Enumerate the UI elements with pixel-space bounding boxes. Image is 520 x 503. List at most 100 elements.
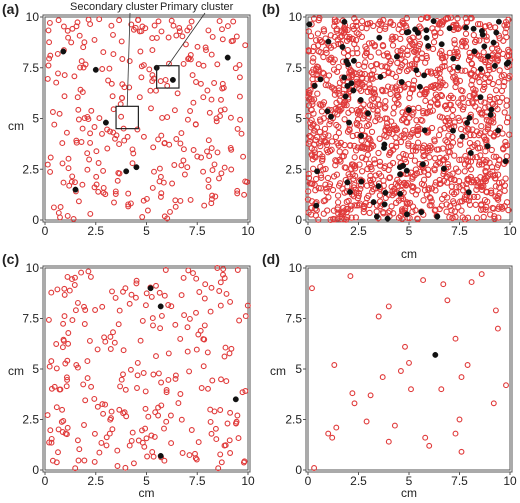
data-point-open — [87, 210, 94, 217]
data-point-open — [349, 132, 356, 140]
data-point-open — [308, 204, 315, 212]
data-point-open — [129, 429, 136, 436]
data-point-open — [227, 144, 234, 151]
data-point-open — [406, 359, 412, 366]
data-point-open — [426, 108, 434, 115]
data-point-open — [120, 347, 127, 354]
data-point-open — [414, 187, 421, 194]
data-point-open — [85, 16, 92, 23]
x-tick-label: 10 — [503, 224, 517, 238]
data-point-open — [61, 72, 68, 79]
data-point-open — [190, 270, 196, 277]
data-point-open — [478, 123, 485, 130]
data-point-open — [61, 313, 68, 320]
data-point-filled — [495, 127, 502, 134]
data-point-open — [461, 196, 468, 203]
data-point-open — [449, 106, 457, 114]
data-point-open — [389, 33, 396, 40]
data-point-filled — [413, 67, 420, 74]
data-point-open — [404, 119, 411, 126]
data-point-open — [376, 192, 384, 199]
data-point-open — [490, 132, 498, 139]
data-point-open — [137, 337, 144, 344]
data-point-open — [494, 196, 502, 203]
data-point-open — [477, 152, 484, 159]
data-point-open — [472, 73, 479, 80]
data-point-open — [353, 107, 361, 114]
data-point-open — [65, 340, 72, 347]
data-point-open — [465, 57, 473, 64]
data-point-open — [360, 208, 367, 216]
x-tick-label: 10 — [241, 474, 255, 488]
data-point-open — [505, 46, 512, 54]
data-point-open — [414, 215, 421, 222]
data-point-open — [444, 115, 451, 122]
data-point-open — [334, 199, 342, 206]
data-point-open — [336, 107, 344, 114]
data-point-open — [405, 142, 412, 149]
data-point-open — [305, 170, 312, 178]
data-point-open — [420, 152, 427, 160]
data-point-open — [370, 142, 377, 150]
data-point-open — [176, 28, 183, 35]
data-point-open — [157, 193, 164, 200]
data-point-open — [201, 295, 208, 302]
data-point-open — [329, 434, 336, 441]
data-point-open — [193, 309, 199, 316]
data-point-open — [107, 346, 114, 352]
data-point-filled — [328, 113, 334, 120]
data-point-open — [453, 24, 460, 32]
data-point-open — [361, 63, 368, 70]
data-point-open — [308, 180, 315, 187]
data-point-open — [431, 29, 438, 36]
data-point-open — [58, 418, 65, 425]
data-point-filled — [466, 114, 473, 121]
data-point-open — [182, 41, 189, 48]
data-point-open — [178, 416, 185, 423]
data-point-open — [336, 180, 344, 187]
data-point-open — [230, 18, 237, 25]
data-point-open — [196, 289, 203, 295]
data-point-open — [473, 153, 480, 161]
data-point-open — [236, 61, 243, 68]
data-point-open — [344, 52, 352, 60]
data-point-open — [51, 121, 58, 128]
data-point-open — [475, 161, 483, 168]
data-point-open — [155, 370, 162, 377]
data-point-open — [452, 213, 459, 221]
data-point-open — [61, 285, 68, 292]
data-point-open — [390, 110, 397, 117]
data-point-open — [124, 133, 131, 140]
data-point-open — [99, 303, 106, 310]
data-point-open — [335, 87, 343, 94]
data-point-open — [452, 165, 460, 172]
data-point-open — [309, 98, 316, 105]
data-point-open — [60, 320, 67, 327]
data-point-open — [200, 62, 207, 69]
data-point-open — [388, 142, 395, 150]
data-point-open — [348, 161, 356, 168]
data-point-open — [349, 390, 356, 397]
data-point-open — [164, 215, 171, 222]
data-point-open — [305, 209, 312, 216]
data-point-open — [408, 386, 414, 393]
data-point-open — [420, 197, 427, 204]
data-point-filled — [397, 190, 404, 197]
data-point-filled — [405, 107, 412, 113]
data-point-open — [132, 294, 139, 301]
data-point-open — [65, 330, 72, 336]
data-point-open — [228, 166, 235, 173]
data-point-open — [362, 59, 369, 66]
data-point-open — [495, 193, 502, 200]
data-point-open — [376, 158, 384, 166]
data-point-open — [74, 437, 81, 444]
data-point-open — [503, 199, 511, 206]
data-point-open — [180, 146, 187, 153]
data-point-open — [99, 401, 106, 408]
data-point-filled — [446, 25, 453, 32]
data-point-filled — [505, 59, 512, 66]
data-point-open — [203, 47, 209, 54]
data-point-open — [217, 302, 224, 309]
data-point-open — [358, 70, 365, 78]
data-point-open — [382, 98, 389, 105]
